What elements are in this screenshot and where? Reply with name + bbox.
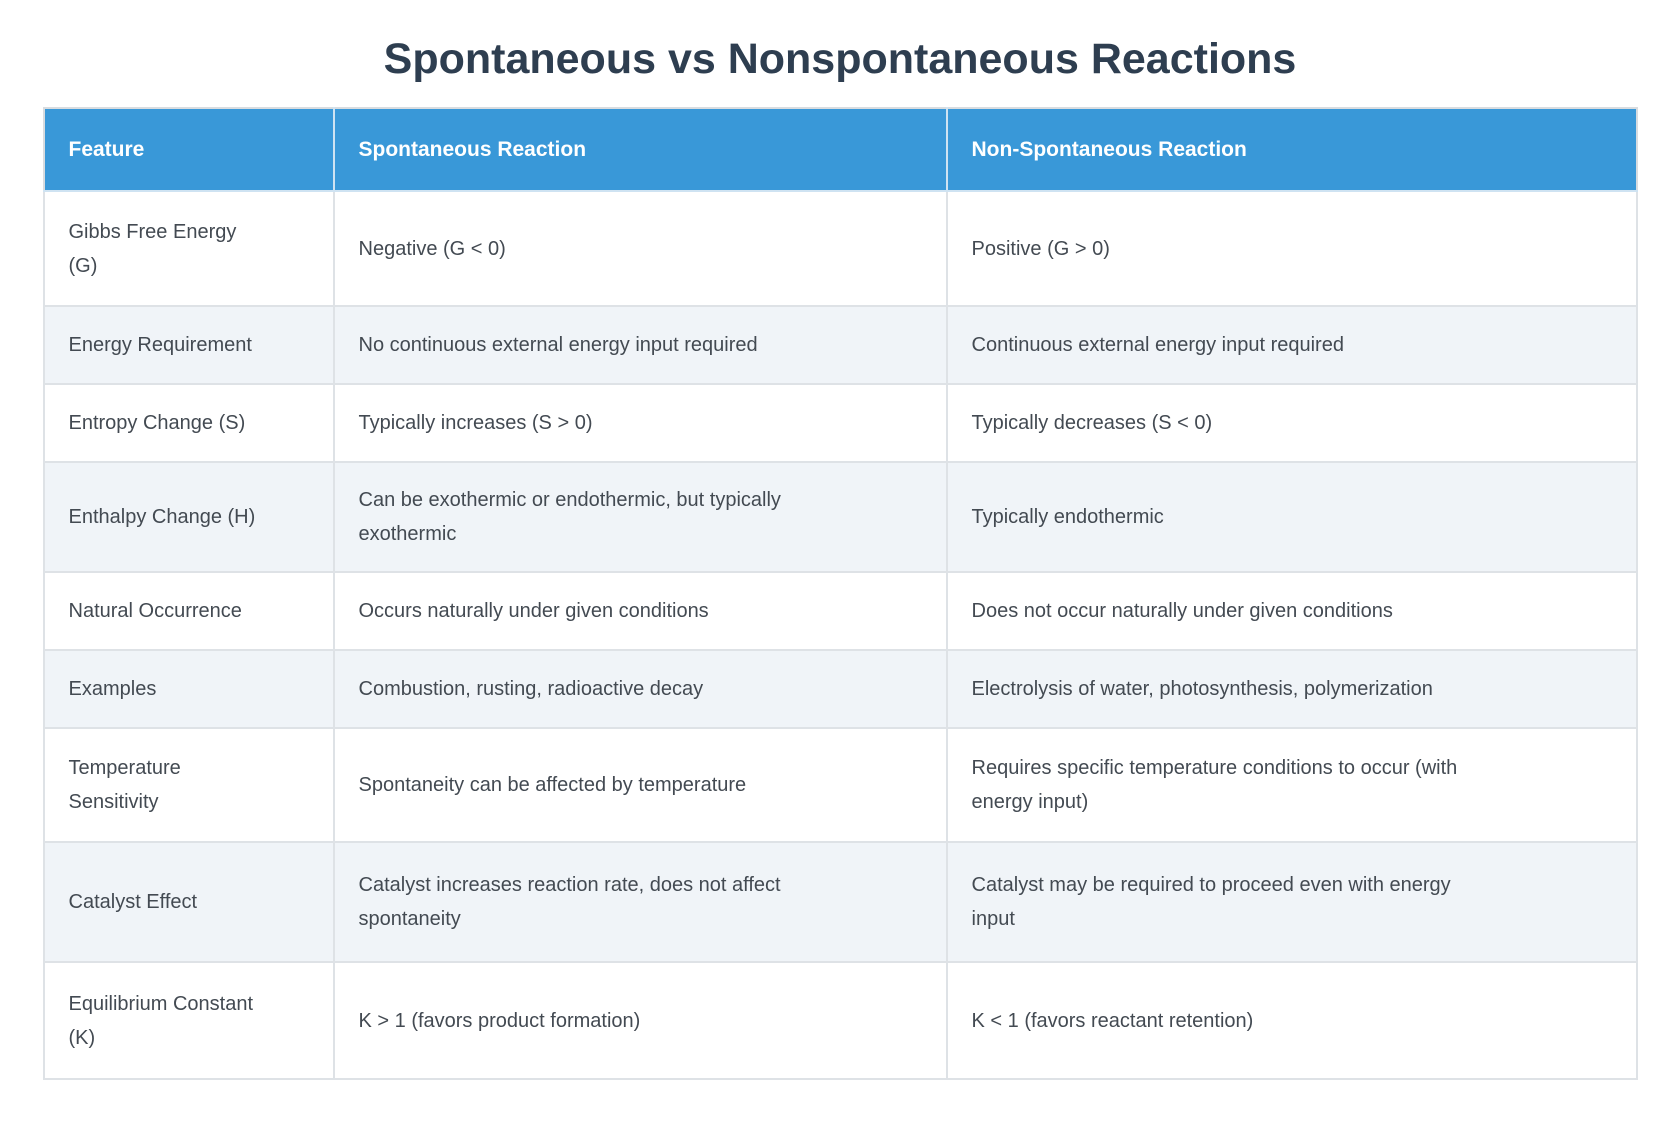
nonspontaneous-cell: Does not occur naturally under given con… bbox=[945, 571, 1638, 651]
nonspontaneous-cell: Catalyst may be required to proceed even… bbox=[945, 841, 1638, 963]
column-header-nonspontaneous: Non-Spontaneous Reaction bbox=[945, 107, 1638, 192]
feature-cell: Examples bbox=[42, 649, 335, 729]
feature-cell: Temperature Sensitivity bbox=[42, 727, 335, 843]
spontaneous-cell: K > 1 (favors product formation) bbox=[332, 961, 948, 1080]
table-row: Temperature Sensitivity Spontaneity can … bbox=[42, 727, 1638, 843]
feature-cell: Entropy Change (S) bbox=[42, 383, 335, 463]
table-row: Enthalpy Change (H) Can be exothermic or… bbox=[42, 461, 1638, 573]
nonspontaneous-cell: Requires specific temperature conditions… bbox=[945, 727, 1638, 843]
table-row: Catalyst Effect Catalyst increases react… bbox=[42, 841, 1638, 963]
spontaneous-cell: Can be exothermic or endothermic, but ty… bbox=[332, 461, 948, 573]
feature-cell: Natural Occurrence bbox=[42, 571, 335, 651]
nonspontaneous-cell: Electrolysis of water, photosynthesis, p… bbox=[945, 649, 1638, 729]
table-row: Gibbs Free Energy (G) Negative (G < 0) P… bbox=[42, 190, 1638, 307]
nonspontaneous-cell: Positive (G > 0) bbox=[945, 190, 1638, 307]
spontaneous-cell: Occurs naturally under given conditions bbox=[332, 571, 948, 651]
feature-cell: Enthalpy Change (H) bbox=[42, 461, 335, 573]
column-header-spontaneous: Spontaneous Reaction bbox=[332, 107, 948, 192]
spontaneous-cell: Catalyst increases reaction rate, does n… bbox=[332, 841, 948, 963]
feature-cell: Catalyst Effect bbox=[42, 841, 335, 963]
comparison-table: Feature Spontaneous Reaction Non-Spontan… bbox=[42, 107, 1638, 1080]
nonspontaneous-cell: Typically decreases (S < 0) bbox=[945, 383, 1638, 463]
nonspontaneous-cell: K < 1 (favors reactant retention) bbox=[945, 961, 1638, 1080]
table-row: Examples Combustion, rusting, radioactiv… bbox=[42, 649, 1638, 729]
spontaneous-cell: Negative (G < 0) bbox=[332, 190, 948, 307]
feature-cell: Gibbs Free Energy (G) bbox=[42, 190, 335, 307]
spontaneous-cell: Combustion, rusting, radioactive decay bbox=[332, 649, 948, 729]
spontaneous-cell: Spontaneity can be affected by temperatu… bbox=[332, 727, 948, 843]
table-row: Entropy Change (S) Typically increases (… bbox=[42, 383, 1638, 463]
spontaneous-cell: No continuous external energy input requ… bbox=[332, 305, 948, 385]
nonspontaneous-cell: Continuous external energy input require… bbox=[945, 305, 1638, 385]
feature-cell: Equilibrium Constant (K) bbox=[42, 961, 335, 1080]
table-row: Energy Requirement No continuous externa… bbox=[42, 305, 1638, 385]
nonspontaneous-cell: Typically endothermic bbox=[945, 461, 1638, 573]
table-row: Equilibrium Constant (K) K > 1 (favors p… bbox=[42, 961, 1638, 1080]
feature-cell: Energy Requirement bbox=[42, 305, 335, 385]
page-title: Spontaneous vs Nonspontaneous Reactions bbox=[383, 35, 1297, 83]
table-row: Natural Occurrence Occurs naturally unde… bbox=[42, 571, 1638, 651]
header-row: Feature Spontaneous Reaction Non-Spontan… bbox=[42, 107, 1638, 192]
column-header-feature: Feature bbox=[42, 107, 335, 192]
spontaneous-cell: Typically increases (S > 0) bbox=[332, 383, 948, 463]
